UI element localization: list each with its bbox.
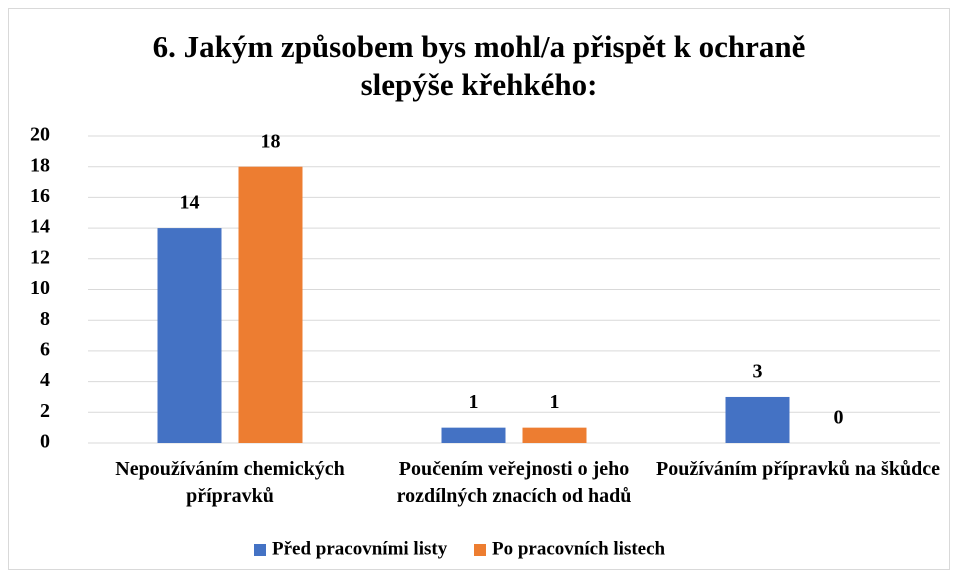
data-label: 1 bbox=[550, 391, 560, 413]
y-tick-label: 0 bbox=[40, 431, 50, 453]
y-tick-label: 4 bbox=[40, 369, 50, 391]
y-tick-label: 14 bbox=[30, 216, 50, 238]
y-tick-label: 6 bbox=[40, 338, 50, 360]
bar bbox=[522, 427, 587, 443]
y-tick-label: 20 bbox=[30, 124, 50, 146]
legend-swatch bbox=[254, 544, 266, 556]
data-label: 0 bbox=[834, 407, 844, 429]
bar bbox=[725, 396, 790, 443]
y-tick-label: 18 bbox=[30, 154, 50, 176]
y-tick-label: 2 bbox=[40, 400, 50, 422]
x-tick-label: Používáním přípravků na škůdce bbox=[656, 458, 940, 480]
legend-label: Před pracovními listy bbox=[272, 538, 448, 559]
bar bbox=[157, 228, 222, 443]
data-label: 18 bbox=[261, 130, 281, 152]
legend-label: Po pracovních listech bbox=[492, 538, 666, 559]
y-tick-label: 16 bbox=[30, 185, 50, 207]
bar bbox=[441, 427, 506, 443]
y-tick-label: 8 bbox=[40, 308, 50, 330]
data-label: 14 bbox=[180, 192, 200, 214]
data-label: 3 bbox=[753, 361, 763, 383]
x-tick-label: Nepoužíváním chemických přípravků bbox=[115, 458, 345, 507]
legend-swatch bbox=[474, 544, 486, 556]
chart-title: 6. Jakým způsobem bys mohl/a přispět k o… bbox=[152, 29, 806, 102]
y-tick-label: 10 bbox=[30, 277, 50, 299]
y-tick-label: 12 bbox=[30, 246, 50, 268]
x-tick-label: Poučením veřejnosti o jeho rozdílných zn… bbox=[396, 458, 632, 507]
data-label: 1 bbox=[469, 391, 479, 413]
bar bbox=[238, 166, 303, 443]
